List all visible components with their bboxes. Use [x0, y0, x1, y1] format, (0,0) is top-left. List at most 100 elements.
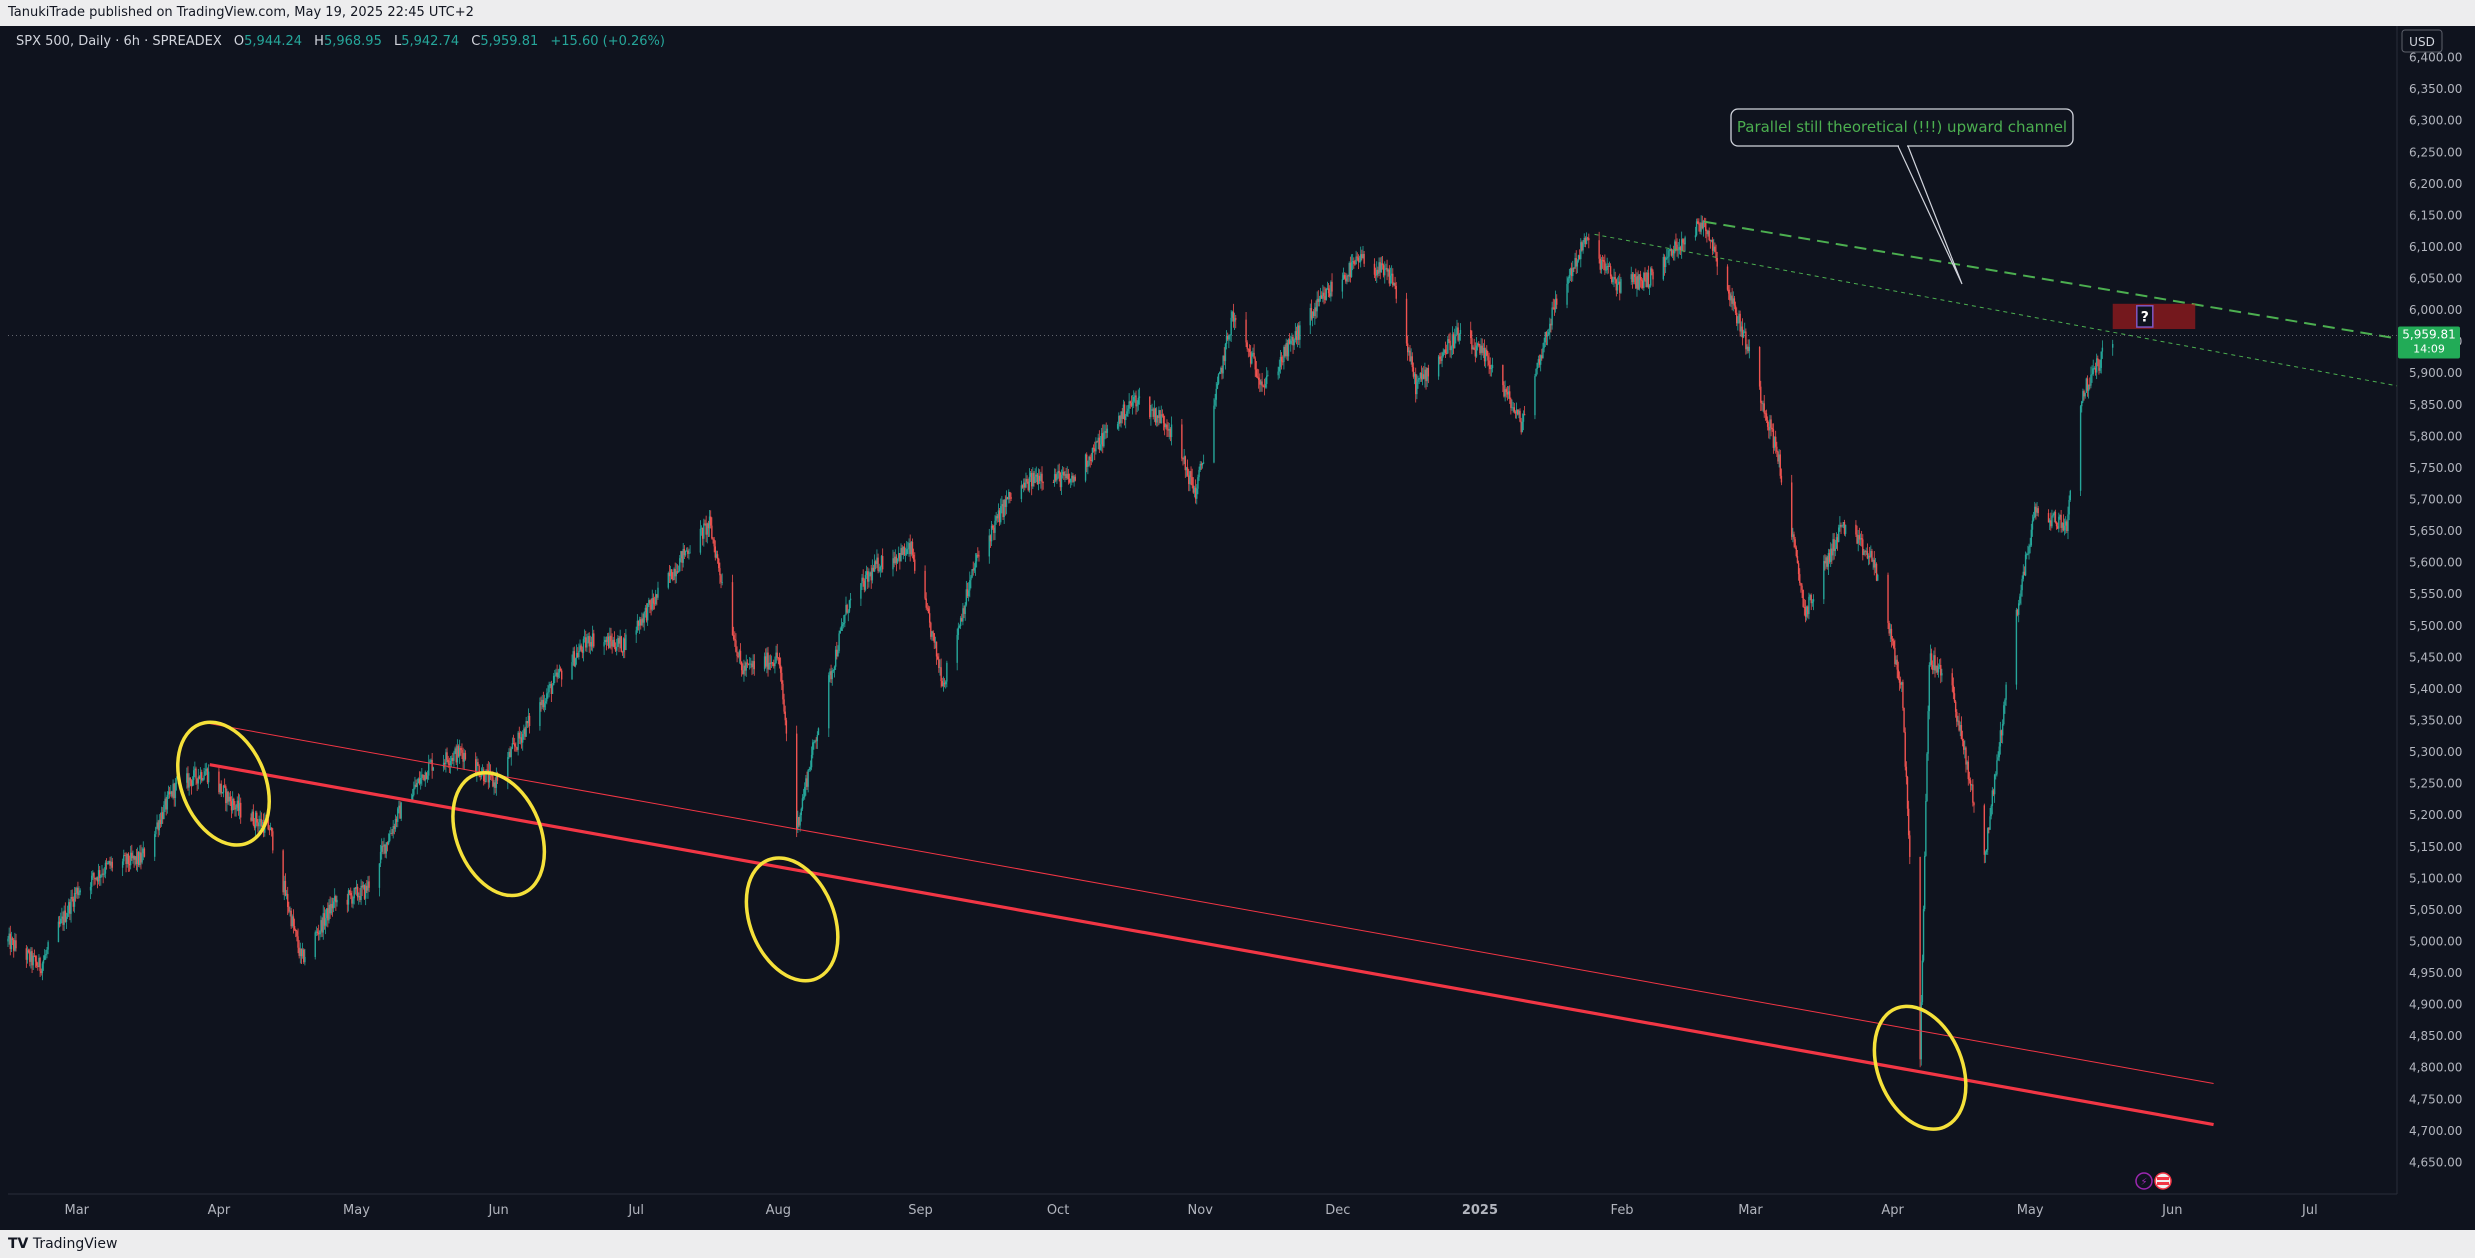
candle-body — [2069, 490, 2071, 500]
candle-body — [1290, 340, 1292, 344]
candle-body — [1551, 307, 1553, 326]
candle-body — [829, 671, 831, 676]
candle-body — [1930, 653, 1933, 665]
candle-body — [164, 798, 166, 805]
candle-body — [914, 559, 916, 571]
candle-body — [1962, 740, 1965, 750]
candle-body — [1521, 421, 1524, 433]
candle-body — [1358, 261, 1361, 263]
candle-body — [1958, 720, 1960, 731]
y-tick-label: 5,550.00 — [2409, 587, 2462, 601]
candle-body — [304, 956, 306, 963]
candle-body — [742, 670, 744, 675]
candle-body — [1343, 275, 1346, 279]
candle-body — [285, 893, 288, 896]
y-tick-label: 4,850.00 — [2409, 1029, 2462, 1043]
candle-body — [1934, 655, 1936, 671]
candle-body — [1603, 260, 1605, 262]
candle-body — [1096, 441, 1098, 443]
time-axis[interactable]: Mar Apr May Jun Jul Aug Sep Oct Nov Dec 2025 Feb Mar… — [65, 1203, 2318, 1218]
candle-body — [39, 957, 41, 972]
candle-body — [956, 634, 958, 663]
candle-body — [1938, 665, 1941, 667]
candle-body — [8, 933, 10, 939]
candle-body — [198, 776, 201, 779]
candle-body — [1764, 413, 1767, 415]
candle-body — [776, 652, 778, 658]
candle-body — [61, 916, 63, 919]
candle-body — [1678, 247, 1681, 250]
candle-body — [1440, 359, 1442, 361]
flag-icon[interactable] — [2154, 1172, 2172, 1190]
candle-body — [580, 645, 582, 650]
candle-body — [636, 620, 639, 631]
candle-body — [283, 880, 285, 893]
candle-body — [422, 774, 424, 776]
plot-area[interactable] — [8, 26, 2395, 1194]
candle-body — [1774, 436, 1777, 447]
candle-body — [45, 953, 47, 956]
candle-body — [1277, 371, 1279, 376]
candle-body — [1284, 347, 1286, 357]
price-axis[interactable]: 4,650.00 4,700.00 4,750.00 4,800.00 4,850.00… — [2409, 51, 2462, 1170]
candle-body — [1799, 574, 1801, 584]
candle-body — [876, 557, 878, 564]
candle-body — [291, 916, 293, 927]
candle-body — [1192, 485, 1195, 493]
annotation-callout[interactable]: Parallel still theoretical (!!!) upward … — [1730, 108, 2074, 285]
event-icons[interactable]: ⚡ — [2135, 1172, 2172, 1190]
candle-body — [2018, 603, 2020, 615]
candle-body — [1152, 409, 1154, 417]
candle-body — [1193, 487, 1196, 493]
candle-body — [1800, 583, 1802, 586]
candle-body — [1105, 431, 1107, 433]
candle-body — [1376, 269, 1378, 276]
y-tick-label: 4,750.00 — [2409, 1092, 2462, 1106]
candle-body — [1509, 391, 1511, 399]
candle-body — [1491, 364, 1494, 369]
candle-body — [1214, 399, 1216, 406]
candle-body — [382, 845, 384, 847]
candle-body — [314, 932, 316, 957]
last-price-tag: 5,959.81 14:09 — [2398, 326, 2460, 359]
candle-body — [1071, 475, 1073, 479]
candle-body — [689, 552, 691, 554]
candle-body — [1864, 551, 1866, 553]
candle-body — [1554, 298, 1557, 310]
candle-body — [804, 787, 806, 797]
candle-body — [1354, 263, 1356, 265]
candle-body — [517, 732, 519, 750]
candle-body — [1929, 653, 1932, 665]
y-tick-label: 5,300.00 — [2409, 745, 2462, 759]
y-tick-label: 4,650.00 — [2409, 1155, 2462, 1169]
candle-body — [445, 752, 447, 765]
candle-body — [557, 672, 559, 678]
candle-body — [896, 558, 899, 563]
question-marker-label: ? — [2141, 309, 2149, 325]
candle-body — [2052, 515, 2054, 516]
candle-body — [551, 685, 554, 695]
candle-body — [783, 699, 785, 712]
chart-svg[interactable]: ? 4,650.00 4,700.00 4,750.00 4,800.00 4,850.… — [0, 26, 2475, 1230]
candle-body — [555, 672, 557, 676]
candle-body — [1842, 522, 1845, 526]
candle-body — [1989, 816, 1991, 830]
candle-body — [1327, 288, 1330, 294]
candle-body — [1576, 260, 1579, 267]
candle-body — [483, 769, 485, 781]
x-tick-label: Oct — [1047, 1203, 1069, 1218]
candle-body — [1905, 766, 1908, 777]
candle-body — [1633, 274, 1636, 277]
candle-body — [1770, 419, 1772, 428]
candle-body — [1894, 647, 1896, 665]
currency-button[interactable]: USD — [2401, 29, 2443, 53]
highlight-ellipse — [1872, 1004, 1968, 1131]
candle-body — [1990, 806, 1992, 817]
candle-body — [936, 656, 939, 660]
candle-body — [898, 553, 900, 559]
candle-body — [1844, 524, 1847, 534]
candle-body — [546, 693, 548, 702]
lightning-icon[interactable] — [2135, 1172, 2153, 1190]
candle-body — [945, 681, 947, 685]
candle-body — [1599, 258, 1601, 270]
